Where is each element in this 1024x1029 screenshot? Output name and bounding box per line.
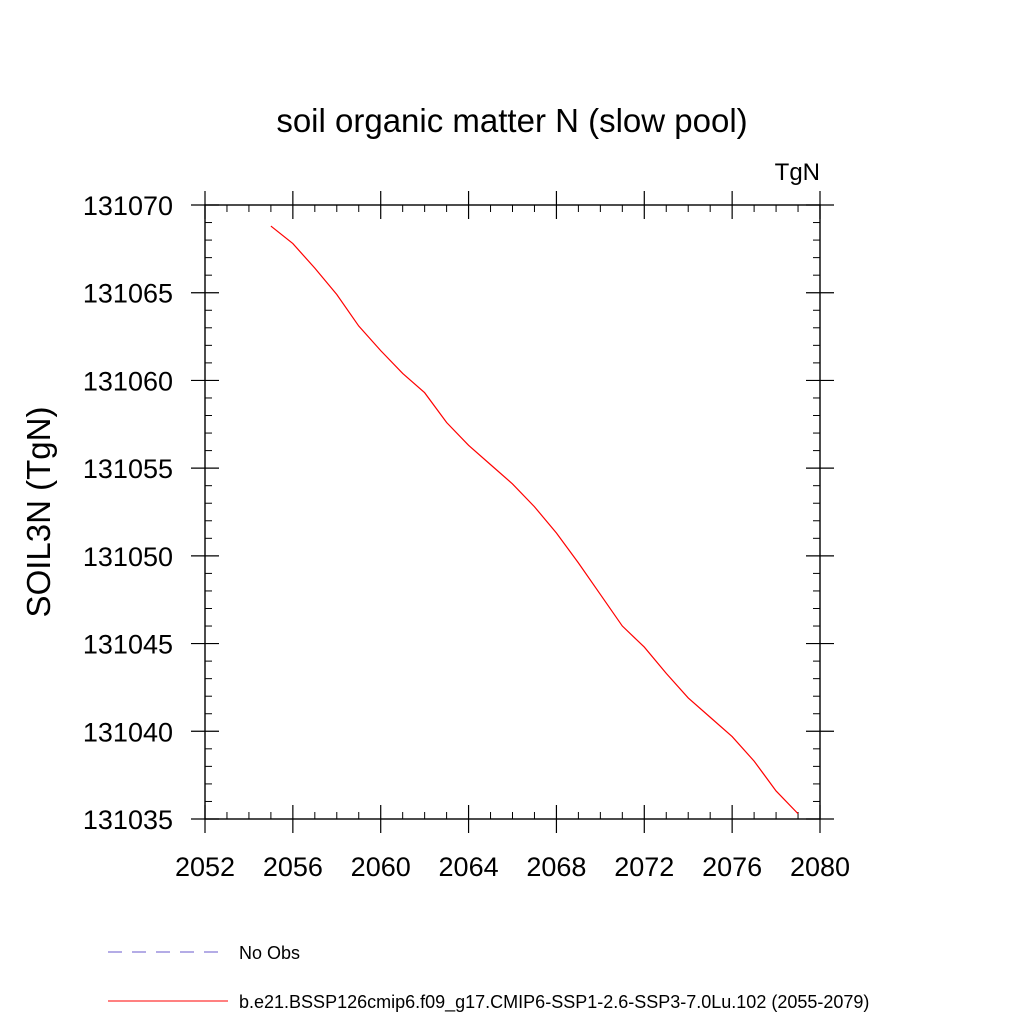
x-tick-label: 2076 [702, 852, 762, 882]
units-label: TgN [775, 159, 820, 186]
x-tick-label: 2068 [526, 852, 586, 882]
x-tick-label: 2064 [439, 852, 499, 882]
legend: No Obs b.e21.BSSP126cmip6.f09_g17.CMIP6-S… [108, 943, 869, 1013]
series-layer [270, 225, 799, 815]
minor-ticks [205, 205, 820, 819]
y-tick-label: 131035 [83, 805, 173, 835]
major-ticks [191, 191, 834, 833]
y-axis-label: SOIL3N (TgN) [20, 407, 57, 618]
x-tick-label: 2060 [351, 852, 411, 882]
legend-label: b.e21.BSSP126cmip6.f09_g17.CMIP6-SSP1-2.… [239, 992, 869, 1013]
y-tick-label: 131040 [83, 717, 173, 747]
x-tick-label: 2052 [175, 852, 235, 882]
plot-frame [204, 204, 821, 820]
y-tick-label: 131055 [83, 454, 173, 484]
x-tick-labels: 2052 2056 2060 2064 2068 2072 2076 2080 [175, 852, 850, 882]
legend-label: No Obs [239, 943, 300, 963]
y-tick-label: 131060 [83, 366, 173, 396]
y-tick-label: 131045 [83, 630, 173, 660]
x-tick-label: 2056 [263, 852, 323, 882]
y-tick-label: 131065 [83, 279, 173, 309]
x-tick-label: 2072 [614, 852, 674, 882]
y-tick-label: 131050 [83, 542, 173, 572]
chart-title: soil organic matter N (slow pool) [276, 102, 747, 139]
x-tick-label: 2080 [790, 852, 850, 882]
series-line [270, 225, 799, 815]
y-tick-label: 131070 [83, 191, 173, 221]
y-tick-labels: 131035 131040 131045 131050 131055 131060 1310… [83, 191, 173, 835]
